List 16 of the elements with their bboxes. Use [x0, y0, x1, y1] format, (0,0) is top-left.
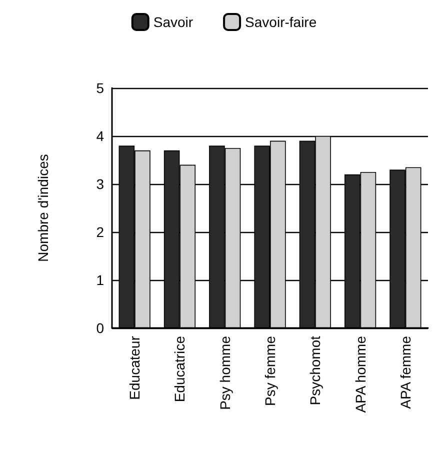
legend-label: Savoir: [153, 14, 194, 30]
x-tick-label: Psy femme: [262, 336, 278, 406]
legend-label: Savoir-faire: [245, 14, 317, 30]
y-tick-label: 4: [96, 128, 104, 144]
y-axis-title: Nombre d'indices: [35, 154, 51, 262]
x-tick-label: Educateur: [126, 336, 143, 400]
y-tick-label: 5: [96, 80, 104, 96]
x-tick-label: APA homme: [352, 336, 368, 413]
x-tick-label: Psychomot: [307, 336, 324, 406]
x-tick-label: Psy homme: [216, 336, 233, 410]
x-tick-label: Educatrice: [172, 336, 188, 402]
y-tick-label: 3: [96, 176, 104, 192]
y-tick-label: 1: [96, 272, 104, 288]
x-tick-label: APA femme: [397, 336, 414, 409]
y-tick-label: 0: [96, 320, 104, 336]
y-tick-label: 2: [96, 224, 104, 240]
